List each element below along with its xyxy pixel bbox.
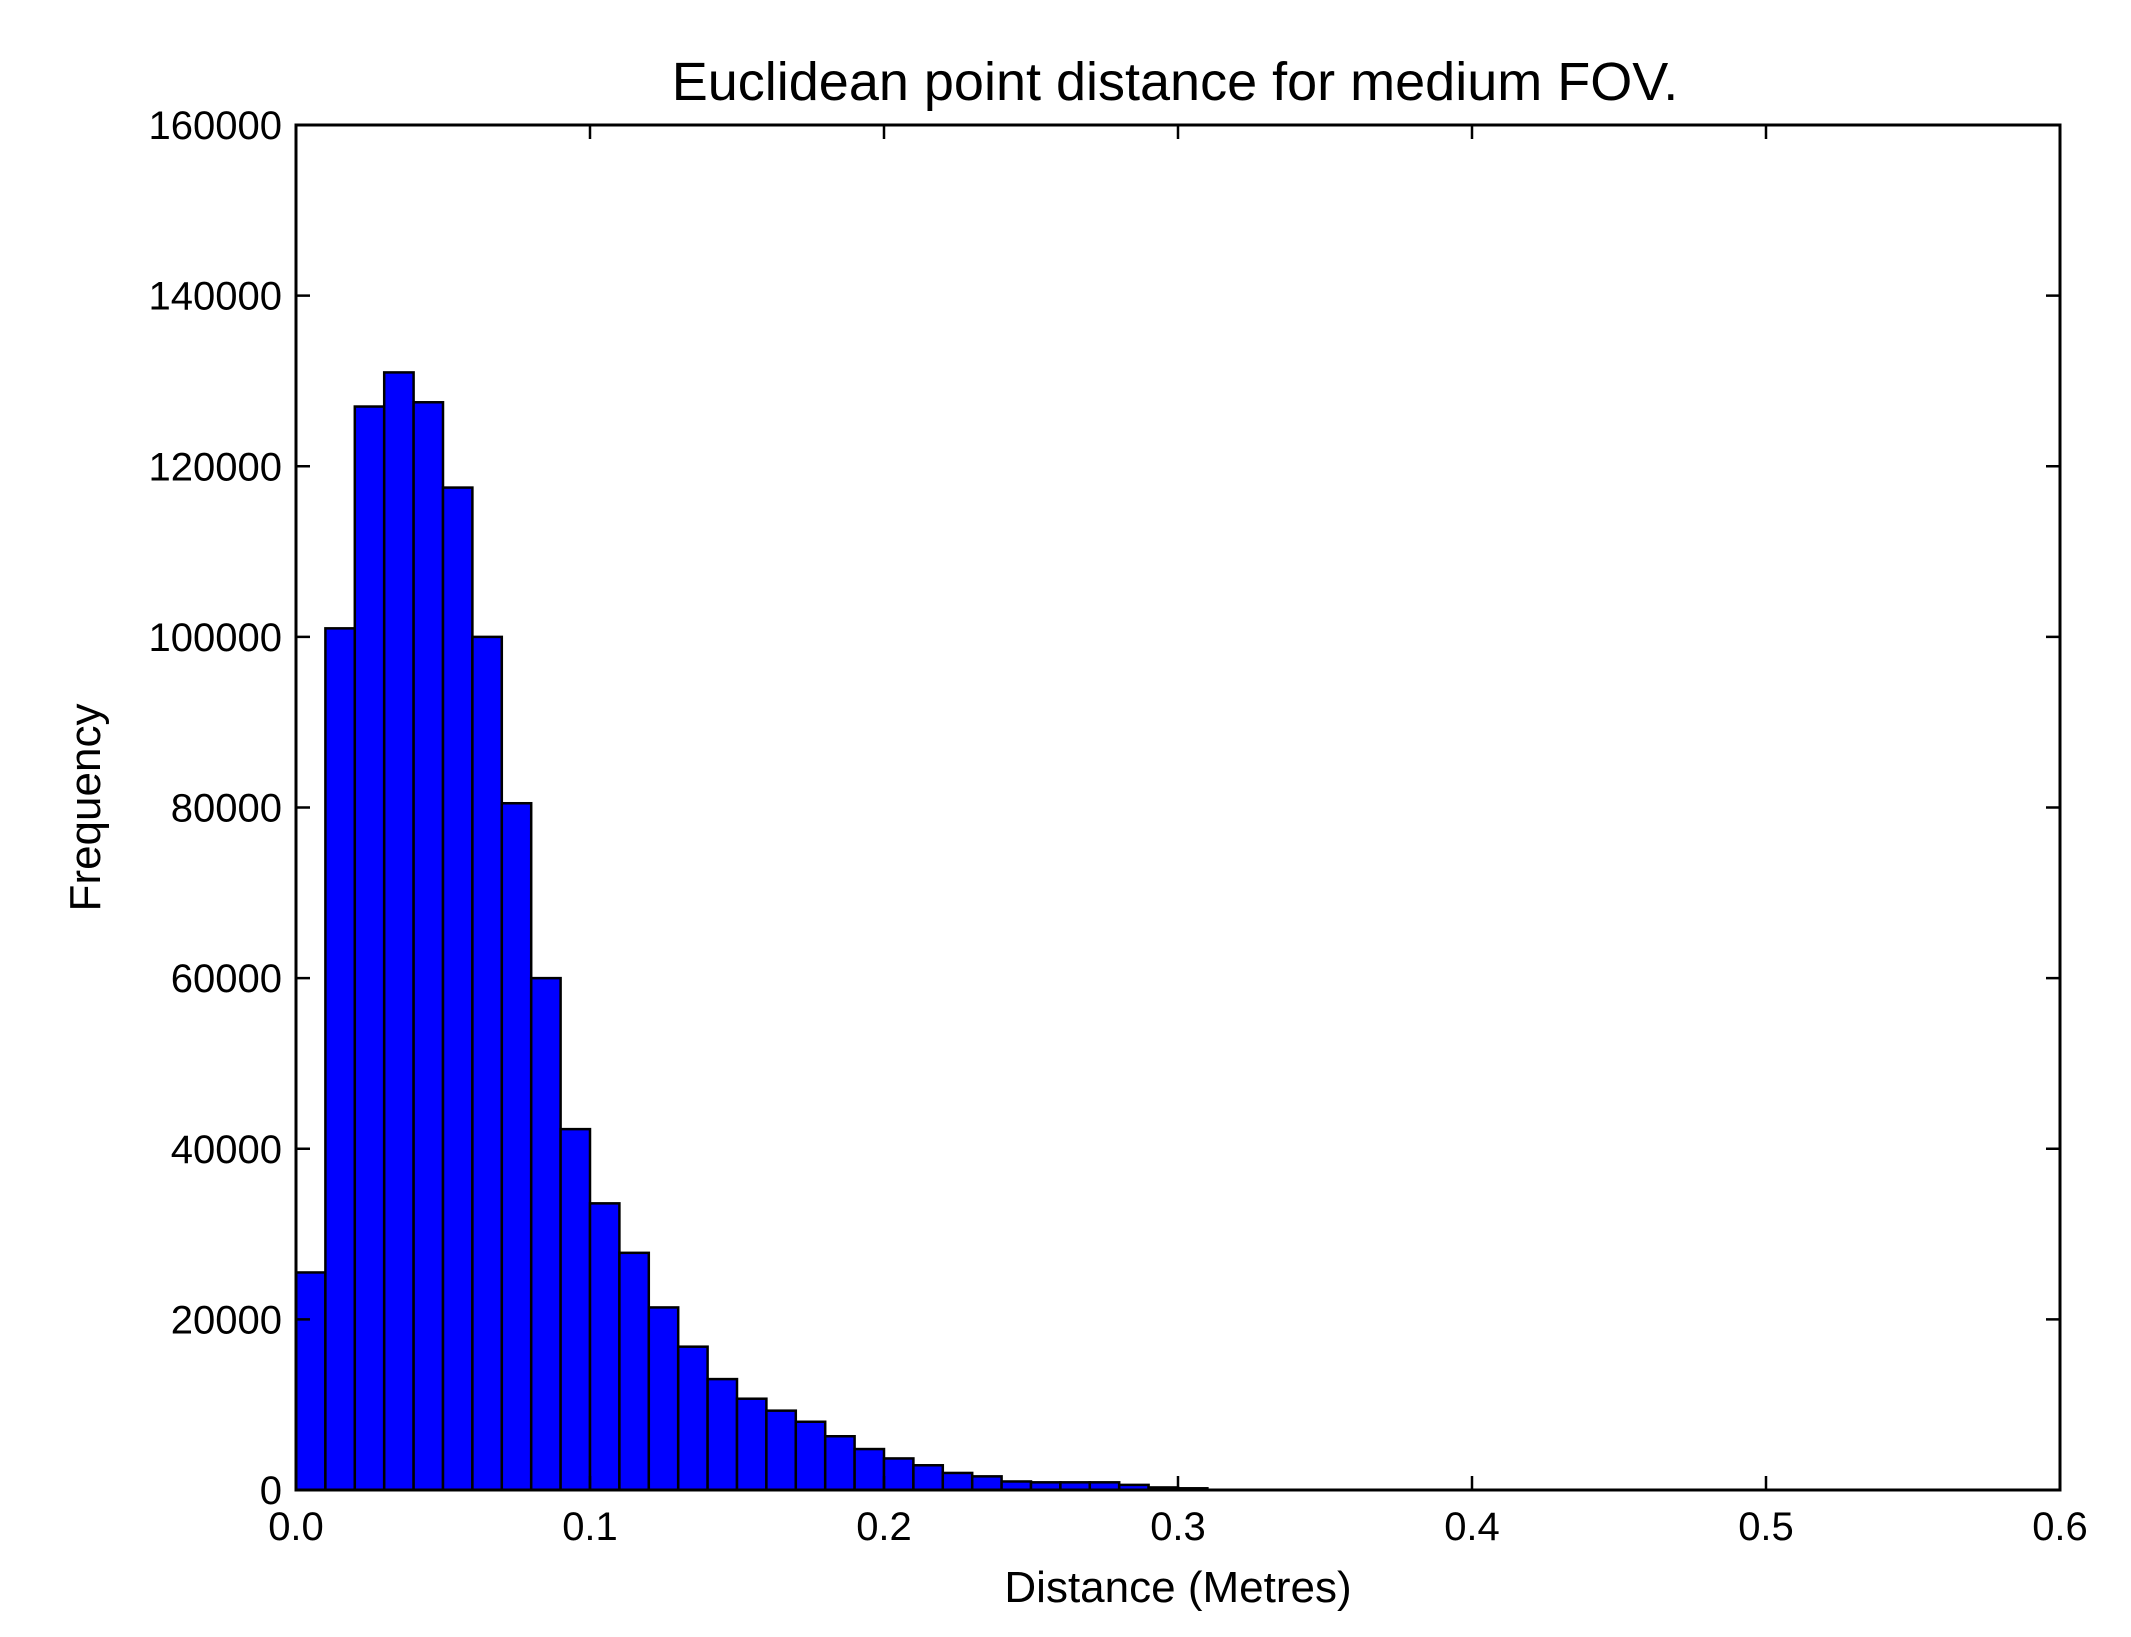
x-tick-label-5: 0.5 <box>1738 1505 1794 1549</box>
histogram-bar-20 <box>882 1457 915 1492</box>
histogram-bar-6 <box>471 635 504 1492</box>
histogram-bar-4 <box>412 401 445 1492</box>
histogram-bar-18 <box>823 1435 856 1492</box>
y-tick-label-4: 80000 <box>171 787 282 831</box>
y-tick-label-8: 160000 <box>149 104 282 148</box>
histogram-bar-19 <box>853 1447 886 1492</box>
histogram-bar-1 <box>324 627 357 1492</box>
histogram-bar-21 <box>912 1464 945 1492</box>
x-axis-ticks: 0.0 0.1 0.2 0.3 0.4 0.5 0.6 <box>268 125 2088 1549</box>
y-tick-label-6: 120000 <box>149 445 282 489</box>
histogram-bar-16 <box>765 1409 798 1492</box>
y-tick-label-3: 60000 <box>171 957 282 1001</box>
y-tick-label-5: 100000 <box>149 616 282 660</box>
histogram-bar-23 <box>970 1475 1003 1492</box>
histogram-bar-7 <box>500 801 533 1492</box>
histogram-bars <box>294 371 1209 1492</box>
histogram-bar-3 <box>382 371 415 1492</box>
histogram-bar-2 <box>353 405 386 1492</box>
histogram-bar-13 <box>676 1345 709 1492</box>
histogram-bar-8 <box>529 976 562 1492</box>
x-tick-label-1: 0.1 <box>562 1505 618 1549</box>
plot-frame <box>294 123 2062 1492</box>
histogram-bar-12 <box>647 1306 680 1492</box>
histogram-bar-22 <box>941 1471 974 1492</box>
y-tick-label-7: 140000 <box>149 275 282 319</box>
x-tick-label-4: 0.4 <box>1444 1505 1500 1549</box>
histogram-bar-15 <box>735 1397 768 1492</box>
histogram-bar-10 <box>588 1202 621 1492</box>
histogram-bar-14 <box>706 1377 739 1492</box>
y-tick-label-2: 40000 <box>171 1128 282 1172</box>
y-axis-ticks: 0 20000 40000 60000 80000 100000 120000 140000 1… <box>149 104 2060 1513</box>
y-tick-label-0: 0 <box>260 1469 282 1513</box>
x-tick-label-0: 0.0 <box>268 1505 324 1549</box>
histogram-bar-17 <box>794 1420 827 1492</box>
histogram-bar-11 <box>618 1251 651 1492</box>
x-axis-label: Distance (Metres) <box>1004 1563 1351 1612</box>
x-tick-label-6: 0.6 <box>2032 1505 2088 1549</box>
y-axis-label: Frequency <box>61 704 110 912</box>
chart-title: Euclidean point distance for medium FOV. <box>672 52 1679 112</box>
x-tick-label-2: 0.2 <box>856 1505 912 1549</box>
x-tick-label-3: 0.3 <box>1150 1505 1206 1549</box>
histogram-bar-5 <box>441 486 474 1492</box>
histogram-bar-0 <box>294 1271 327 1492</box>
histogram-bar-9 <box>559 1127 592 1492</box>
y-tick-label-1: 20000 <box>171 1298 282 1342</box>
